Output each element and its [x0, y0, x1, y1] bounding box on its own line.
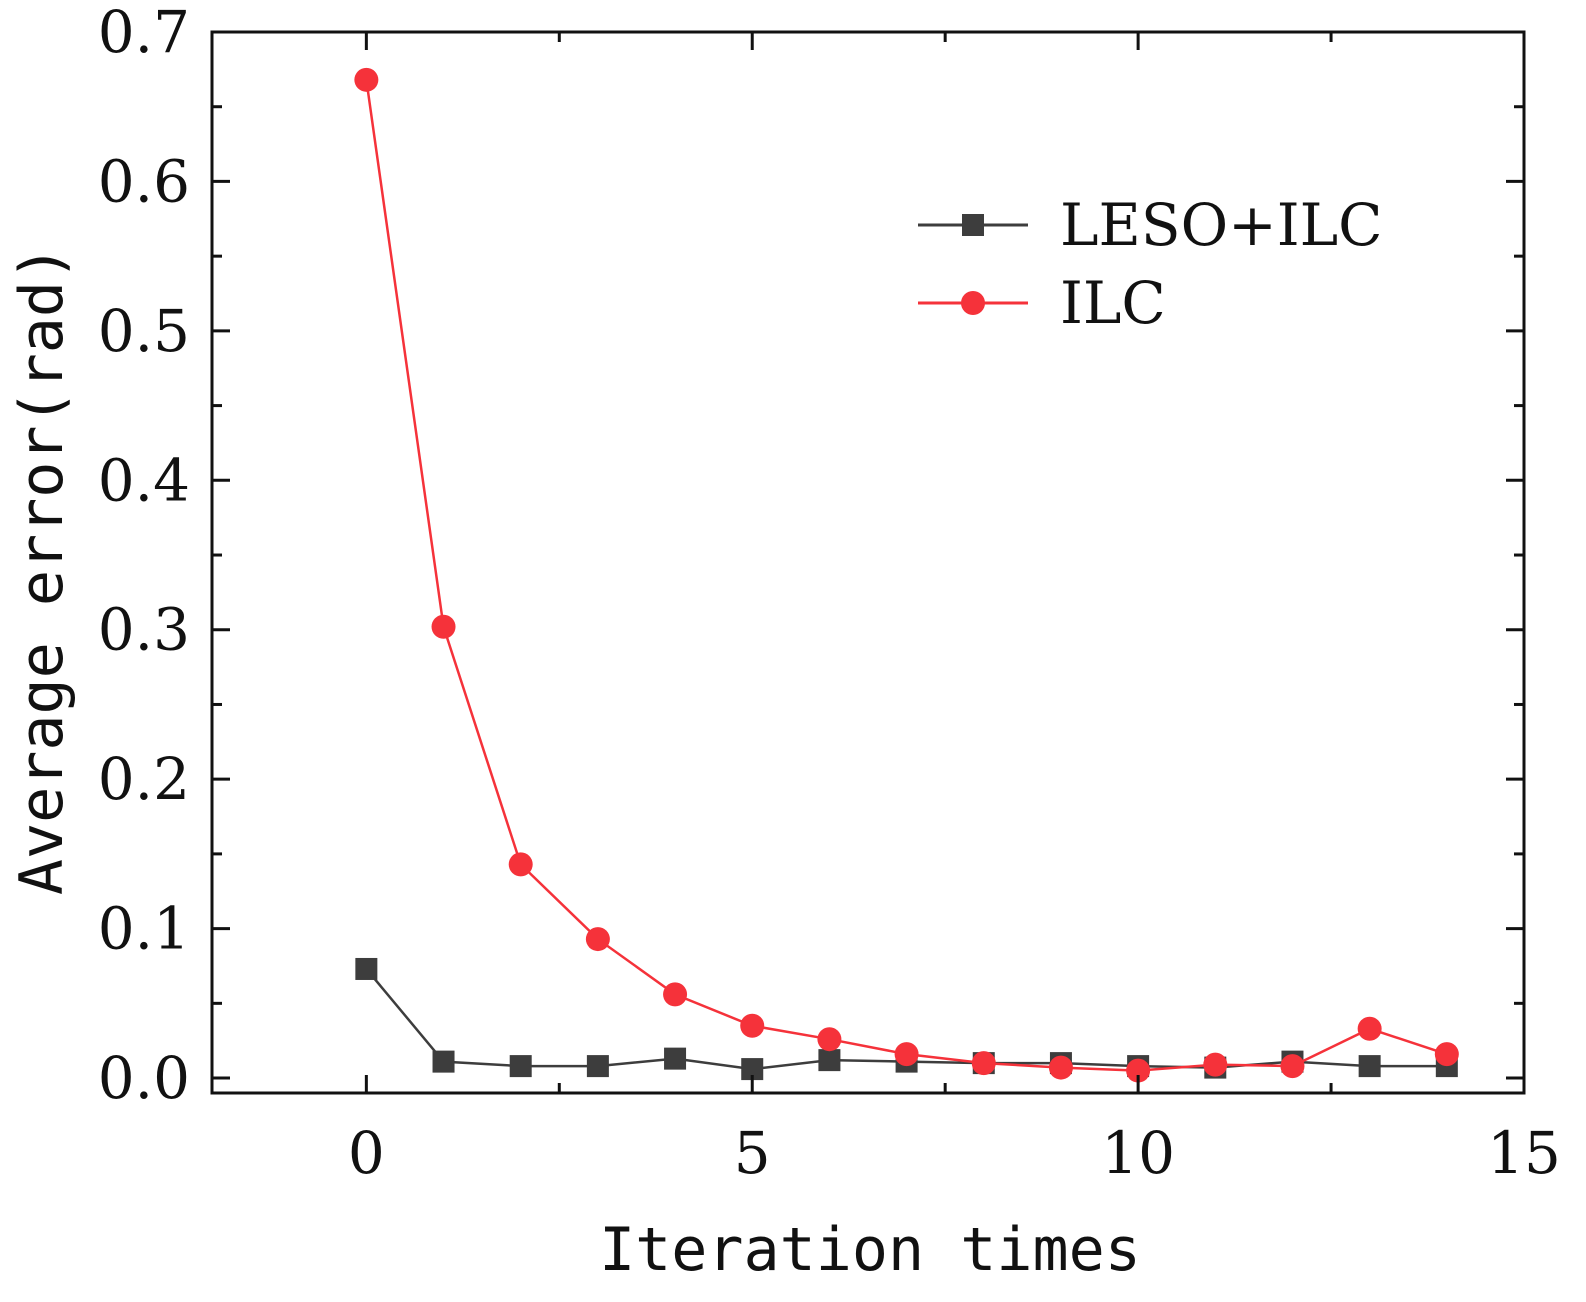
data-point: [1358, 1055, 1381, 1078]
data-point: [817, 1027, 842, 1052]
data-point: [894, 1042, 919, 1067]
y-tick-label: 0.0: [98, 1044, 190, 1112]
series-ilc: [354, 67, 1459, 1083]
data-point: [355, 957, 378, 980]
data-point: [1280, 1054, 1305, 1079]
data-point: [818, 1049, 841, 1072]
x-tick-label: 0: [348, 1119, 385, 1187]
data-point: [1126, 1058, 1151, 1083]
legend: LESO+ILC ILC: [918, 191, 1383, 337]
series-layer: [354, 67, 1459, 1083]
y-tick-label: 0.5: [98, 297, 190, 365]
legend-marker: [961, 291, 985, 315]
data-point: [1048, 1055, 1073, 1080]
data-point: [1357, 1016, 1382, 1041]
data-point: [971, 1051, 996, 1076]
axes-layer: [210, 30, 1526, 1095]
ticks-layer: 0 5 10 15 0.0 0.1 0.2 0.3 0.4 0.5 0.6 0.7: [98, 0, 1561, 1187]
y-tick-label: 0.4: [98, 446, 190, 514]
data-point: [585, 927, 610, 952]
x-axis-title: Iteration times: [599, 1215, 1141, 1285]
legend-label: ILC: [1060, 269, 1166, 337]
y-tick-label: 0.6: [98, 147, 190, 215]
y-axis-title: Average error(rad): [7, 245, 77, 895]
x-tick-label: 15: [1487, 1119, 1561, 1187]
plot-frame: [210, 30, 1526, 1095]
data-point: [663, 982, 688, 1007]
data-point: [586, 1055, 609, 1078]
data-point: [509, 1055, 532, 1078]
y-tick-label: 0.3: [98, 596, 190, 664]
y-tick-label: 0.2: [98, 745, 190, 813]
data-point: [508, 852, 533, 877]
data-point: [1203, 1052, 1228, 1077]
data-point: [432, 1050, 455, 1073]
data-point: [741, 1058, 764, 1081]
legend-label: LESO+ILC: [1060, 191, 1383, 259]
legend-marker: [962, 214, 984, 236]
data-point: [1434, 1042, 1459, 1067]
y-tick-label: 0.7: [98, 0, 190, 66]
data-point: [354, 67, 379, 92]
data-point: [664, 1047, 687, 1070]
x-tick-label: 10: [1101, 1119, 1175, 1187]
x-tick-label: 5: [734, 1119, 771, 1187]
data-point: [740, 1013, 765, 1038]
y-tick-label: 0.1: [98, 895, 190, 963]
data-point: [431, 614, 456, 639]
